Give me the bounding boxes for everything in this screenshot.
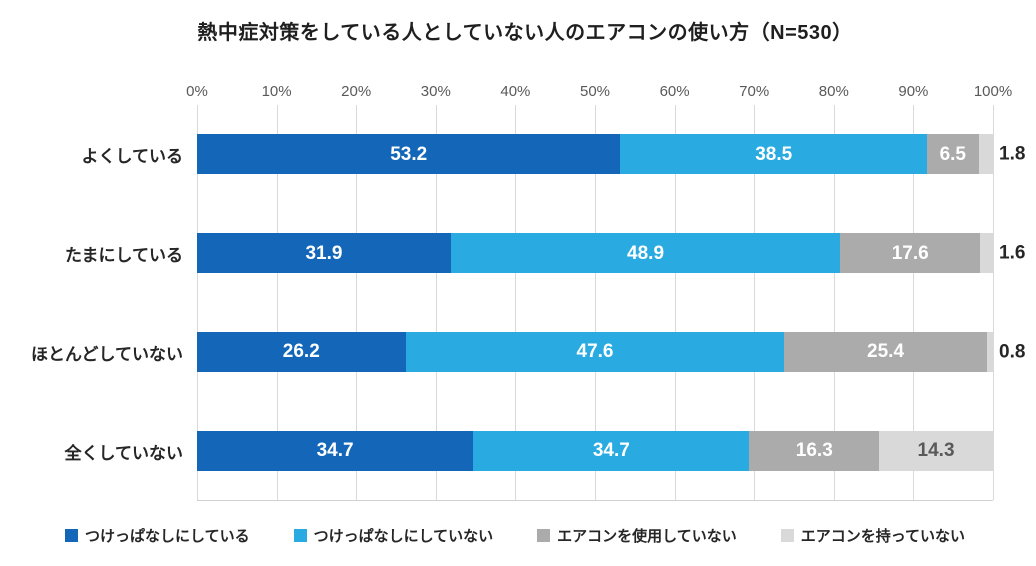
data-label: 0.8 xyxy=(999,341,1026,363)
bar-segment: 6.5 xyxy=(926,134,979,175)
bar-segment xyxy=(980,233,993,274)
bar-segment: 31.9 xyxy=(197,233,451,274)
category-label: ほとんどしていない xyxy=(31,345,183,364)
bar-segment: 34.7 xyxy=(473,430,750,471)
plot-area: 53.2 38.5 6.5 1.8 31.9 48.9 17.6 1.6 26.2 47.6 25.… xyxy=(197,105,1025,501)
data-label: 34.7 xyxy=(592,440,630,462)
stacked-bar: 53.2 38.5 6.5 1.8 xyxy=(197,134,1025,175)
gridline xyxy=(595,105,596,500)
x-tick-label: 70% xyxy=(739,83,770,100)
legend-marker xyxy=(293,529,307,542)
bar-segment: 48.9 xyxy=(450,233,841,274)
category-label: 全くしていない xyxy=(64,444,184,463)
bar-row: 26.2 47.6 25.4 0.8 xyxy=(197,303,1025,402)
plot-column: 0% 10% 20% 30% 40% 50% 60% 70% 80% 90% 100% 53.2 38… xyxy=(186,79,1025,501)
stacked-bar: 34.7 34.7 16.3 14.3 xyxy=(197,430,993,471)
x-tick-label: 90% xyxy=(898,83,929,100)
category-axis: よくしているたまにしているほとんどしていない全くしていない xyxy=(14,79,197,501)
gridline xyxy=(515,105,517,500)
data-label: 53.2 xyxy=(390,143,428,165)
bar-segment: 26.2 xyxy=(197,331,406,372)
data-label: 26.2 xyxy=(282,341,320,363)
legend-label: エアコンを使用していない xyxy=(557,528,737,545)
gridline xyxy=(993,105,994,500)
x-tick-label: 40% xyxy=(500,83,531,100)
stacked-bar: 31.9 48.9 17.6 1.6 xyxy=(197,233,1025,274)
gridline xyxy=(833,105,835,500)
bar-segment: 17.6 xyxy=(840,233,981,274)
chart-body: よくしているたまにしているほとんどしていない全くしていない 0% 10% 20% 30… xyxy=(14,79,1036,501)
x-tick-label: 30% xyxy=(420,83,451,100)
bar-segment xyxy=(978,134,993,175)
data-label: 47.6 xyxy=(576,341,614,363)
bar-segment: 25.4 xyxy=(784,331,987,372)
legend-label: エアコンを持っていない xyxy=(800,528,965,545)
x-tick-label: 80% xyxy=(818,83,849,100)
bar-segment: 53.2 xyxy=(197,134,621,175)
legend-item: エアコンを持っていない xyxy=(780,525,965,546)
category-label: たまにしている xyxy=(65,246,183,265)
data-label: 14.3 xyxy=(917,440,955,462)
category-label: よくしている xyxy=(81,147,184,166)
legend-item: エアコンを使用していない xyxy=(537,525,737,546)
x-tick-label: 60% xyxy=(659,83,690,100)
stacked-bar: 26.2 47.6 25.4 0.8 xyxy=(197,331,1025,372)
bar-segment: 14.3 xyxy=(879,430,993,471)
gridline xyxy=(913,105,915,500)
bar-segment xyxy=(986,331,993,372)
bar-segment: 38.5 xyxy=(620,134,927,175)
gridline xyxy=(435,105,437,500)
legend-label: つけっぱなしにしている xyxy=(85,528,250,545)
legend-label: つけっぱなしにしていない xyxy=(313,528,494,545)
data-label: 6.5 xyxy=(939,143,966,165)
x-tick-label: 100% xyxy=(973,83,1013,100)
x-tick-label: 50% xyxy=(579,83,611,100)
x-axis: 0% 10% 20% 30% 40% 50% 60% 70% 80% 90% 100% xyxy=(186,79,1012,105)
legend-marker xyxy=(780,529,794,542)
data-label: 1.8 xyxy=(999,143,1026,165)
data-label: 31.9 xyxy=(305,242,343,264)
data-label: 34.7 xyxy=(316,440,354,462)
gridline xyxy=(197,105,198,500)
x-tick-label: 10% xyxy=(261,83,292,100)
gridline xyxy=(356,105,358,500)
x-tick-label: 20% xyxy=(341,83,372,100)
legend-item: つけっぱなしにしていない xyxy=(293,525,494,546)
bar-segment: 34.7 xyxy=(197,430,474,471)
gridline xyxy=(674,105,676,500)
data-label: 16.3 xyxy=(795,440,833,462)
bar-segment: 16.3 xyxy=(749,430,880,471)
data-label: 17.6 xyxy=(891,242,929,264)
data-label: 48.9 xyxy=(627,242,665,264)
legend-marker xyxy=(65,529,79,542)
bar-row: 34.7 34.7 16.3 14.3 xyxy=(197,401,993,500)
legend-item: つけっぱなしにしている xyxy=(65,525,250,546)
x-tick-label: 0% xyxy=(186,83,208,100)
data-label: 25.4 xyxy=(867,341,905,363)
bar-row: 31.9 48.9 17.6 1.6 xyxy=(197,204,1025,303)
chart-title: 熱中症対策をしている人としていない人のエアコンの使い方（N=530） xyxy=(197,22,853,44)
gridline xyxy=(276,105,278,500)
data-label: 38.5 xyxy=(755,143,793,165)
bar-row: 53.2 38.5 6.5 1.8 xyxy=(197,105,1025,204)
legend: つけっぱなしにしている つけっぱなしにしていない エアコンを使用していない エアコンを… xyxy=(14,525,1036,546)
bar-rows: 53.2 38.5 6.5 1.8 31.9 48.9 17.6 1.6 26.2 47.6 25.… xyxy=(197,105,1025,500)
data-label: 1.6 xyxy=(999,242,1026,264)
bar-segment: 47.6 xyxy=(405,331,785,372)
gridlines xyxy=(197,105,994,500)
legend-marker xyxy=(537,529,551,542)
gridline xyxy=(754,105,756,500)
